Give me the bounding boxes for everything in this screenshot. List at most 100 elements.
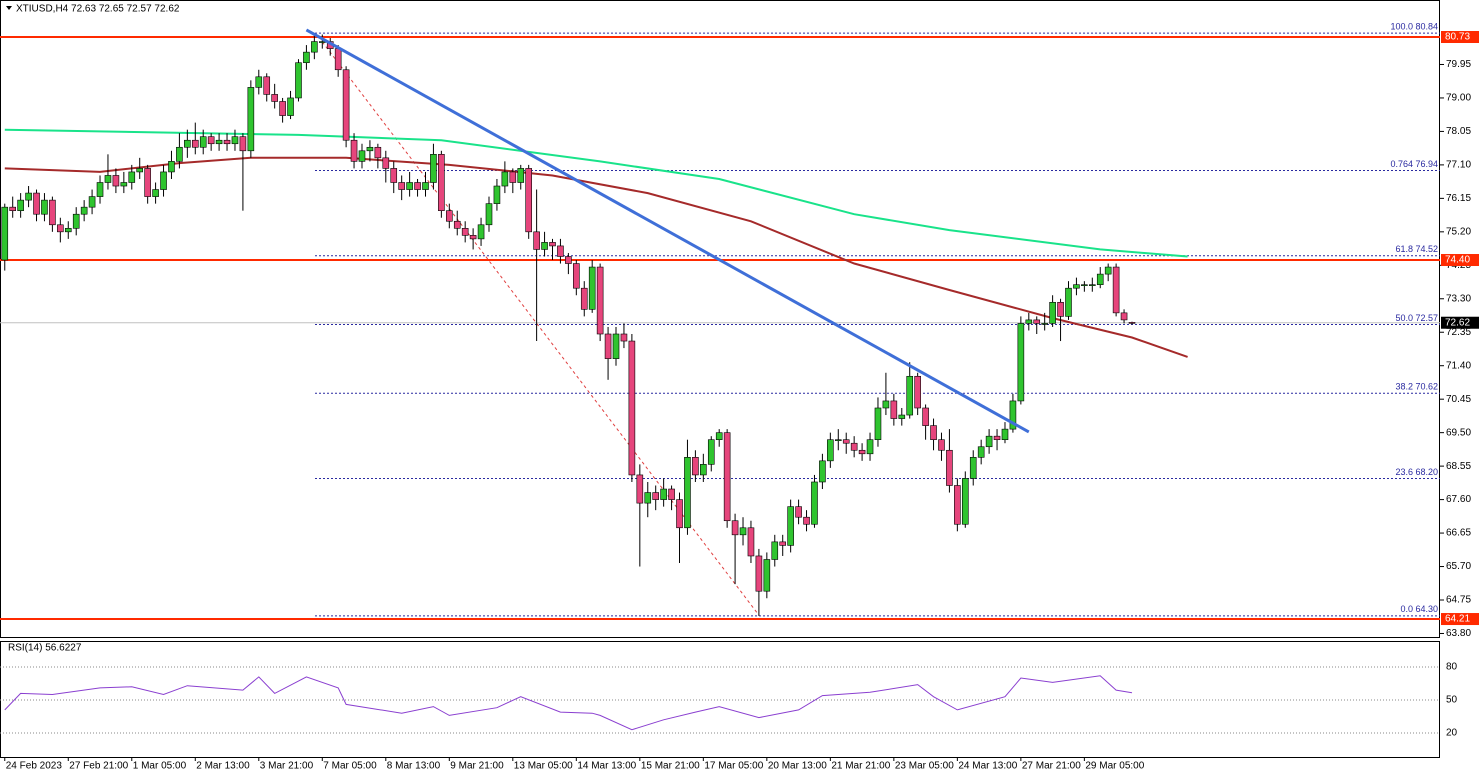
candle-body [668, 488, 675, 500]
candle-body [422, 182, 429, 190]
candle-body [461, 228, 469, 236]
candle-body [858, 449, 866, 455]
x-tick-label: 8 Mar 13:00 [387, 761, 441, 772]
candle-body [247, 87, 255, 152]
candle-body [707, 439, 715, 465]
price-label: 72.62 [1445, 317, 1470, 328]
candle-body [382, 157, 390, 169]
candle-body [517, 168, 525, 183]
candle-body [541, 242, 548, 250]
candle-body [985, 435, 993, 448]
candle-body [414, 182, 421, 190]
candle-body [565, 256, 572, 264]
x-tick-label: 2 Mar 13:00 [196, 761, 250, 772]
candle-body [954, 485, 961, 525]
fib-label: 61.8 74.52 [1395, 244, 1438, 254]
candle-body [1057, 301, 1064, 317]
x-tick-label: 23 Mar 05:00 [895, 761, 954, 772]
candle-body [430, 154, 437, 183]
x-tick-label: 7 Mar 05:00 [323, 761, 377, 772]
candle-body [1041, 323, 1048, 325]
fib-diagonal [321, 41, 760, 616]
candle-body [977, 446, 985, 458]
candle-body [80, 206, 88, 215]
candle-body [850, 442, 858, 451]
level-tag [1441, 254, 1479, 267]
candle-body [72, 213, 80, 229]
candle-body [25, 192, 32, 201]
x-tick-label: 24 Feb 2023 [6, 761, 63, 772]
rsi-title: RSI(14) 56.6227 [8, 643, 82, 654]
candle-body [1033, 319, 1041, 324]
candle-body [874, 407, 882, 440]
candle-body [819, 460, 826, 483]
candle-body [1128, 322, 1136, 324]
candle-body [469, 235, 477, 240]
candle-body [152, 189, 159, 197]
rsi-line [4, 675, 1133, 731]
menu-arrow [6, 6, 12, 10]
candle-body [946, 449, 953, 486]
candle-body [1049, 301, 1056, 324]
candle-body [358, 150, 366, 162]
candle-body [795, 506, 802, 518]
candle-body [723, 432, 731, 522]
x-tick-label: 27 Feb 21:00 [69, 761, 128, 772]
candle-body [239, 136, 247, 152]
x-tick-label: 13 Mar 05:00 [514, 761, 573, 772]
candle-body [620, 333, 628, 342]
y-tick-label: 71.40 [1446, 360, 1471, 371]
candle-body [17, 199, 24, 211]
candle-body [184, 139, 191, 148]
candle-body [485, 203, 493, 226]
candle-body [906, 375, 914, 416]
candle-body [1104, 266, 1112, 275]
moving-average [4, 156, 1188, 358]
trendline [305, 28, 1030, 434]
candle-body [636, 474, 644, 504]
candle-body [96, 182, 104, 197]
candle-body [834, 439, 842, 441]
y-tick-label: 75.20 [1446, 226, 1471, 237]
candle-body [612, 333, 620, 359]
candle-body [692, 457, 699, 476]
candle-body [993, 435, 1001, 440]
candle-body [271, 94, 278, 102]
candle-body [811, 481, 818, 525]
y-tick-label: 67.60 [1446, 494, 1471, 505]
fib-label: 38.2 70.62 [1395, 382, 1438, 392]
rsi-tick-label: 50 [1446, 695, 1458, 706]
candle-body [922, 407, 929, 426]
x-tick-label: 3 Mar 21:00 [260, 761, 314, 772]
x-tick-label: 24 Mar 13:00 [958, 761, 1017, 772]
candle-body [549, 242, 556, 247]
candle-body [191, 139, 199, 148]
candle-body [311, 41, 318, 53]
candle-body [771, 541, 779, 560]
candle-body [342, 69, 350, 141]
candle-body [279, 101, 286, 116]
x-tick-label: 9 Mar 21:00 [450, 761, 504, 772]
y-tick-label: 77.10 [1446, 160, 1471, 171]
candle-body [318, 41, 326, 43]
y-tick-label: 73.30 [1446, 293, 1471, 304]
y-tick-label: 79.95 [1446, 59, 1471, 70]
candle-body [660, 488, 667, 500]
y-tick-label: 66.65 [1446, 528, 1471, 539]
candle-body [303, 51, 310, 64]
x-tick-label: 14 Mar 13:00 [577, 761, 636, 772]
candle-body [684, 457, 691, 529]
candle-body [866, 439, 874, 455]
candle-body [1120, 312, 1128, 321]
main-frame [0, 0, 1440, 638]
candle-body [596, 266, 604, 335]
candle-body [88, 196, 96, 208]
candle-body [573, 263, 580, 289]
candle-body [33, 192, 40, 215]
candle-body [215, 139, 223, 145]
candle-body [1073, 284, 1080, 289]
y-tick-label: 78.05 [1446, 126, 1471, 137]
candle-body [787, 506, 794, 546]
candle-body [295, 62, 302, 99]
x-tick-label: 15 Mar 21:00 [641, 761, 700, 772]
